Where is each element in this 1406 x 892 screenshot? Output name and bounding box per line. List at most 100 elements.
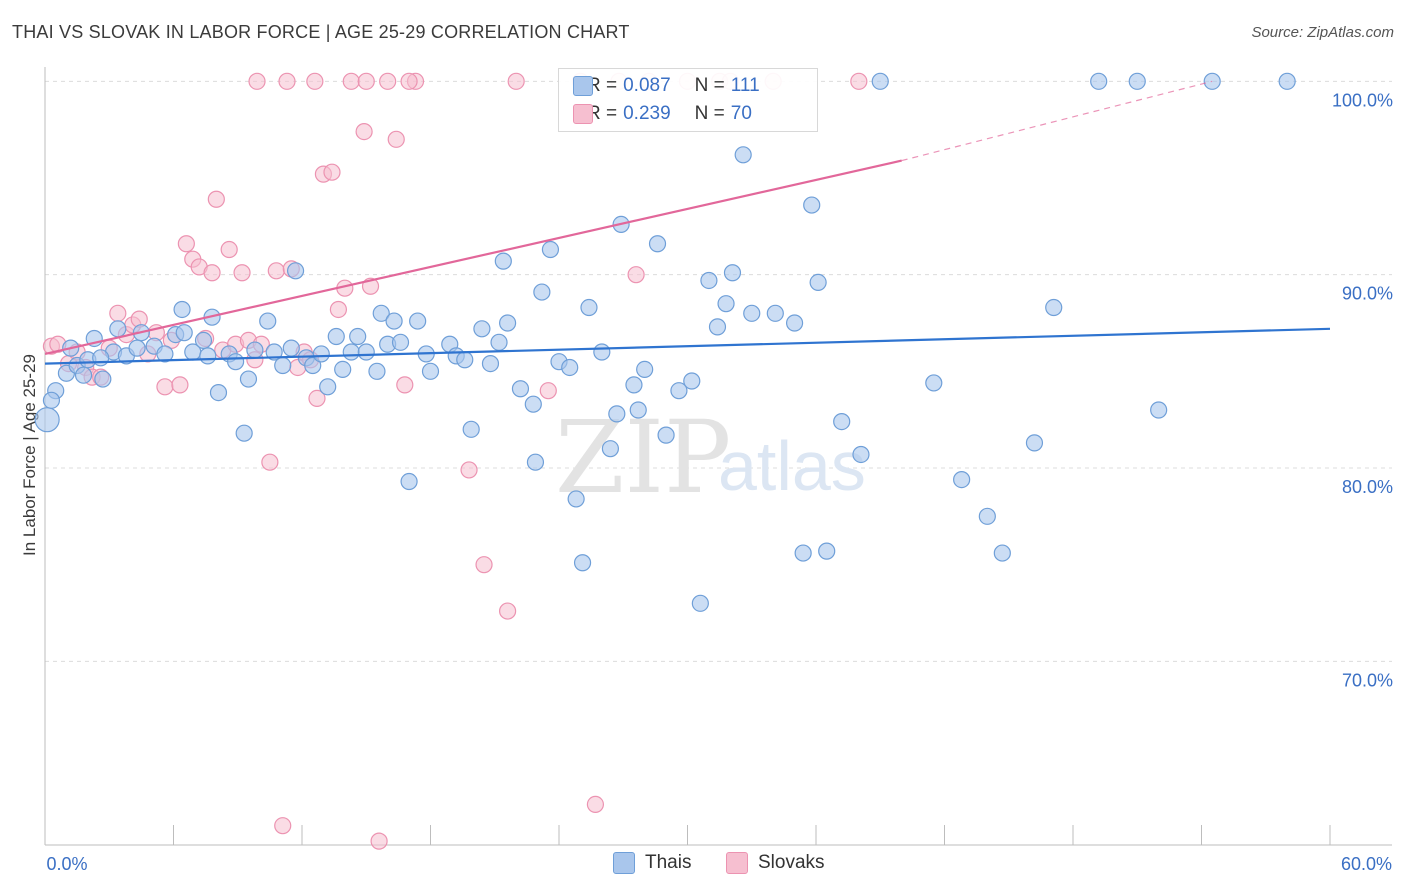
- thai-point: [274, 356, 292, 375]
- slovak-point: [370, 832, 388, 850]
- slovak-point: [171, 376, 189, 394]
- thai-point: [601, 440, 620, 458]
- slovak-point: [109, 304, 127, 322]
- slovaks-swatch: [573, 104, 593, 124]
- thai-point: [734, 146, 752, 164]
- thai-point: [993, 544, 1011, 562]
- slovaks-r-value: 0.239: [623, 103, 671, 124]
- thai-point: [199, 347, 217, 365]
- slovak-point: [475, 556, 493, 574]
- thai-point: [541, 240, 560, 259]
- y-tick-label: 70.0%: [1342, 670, 1393, 690]
- bottom-legend-slovaks: Slovaks: [726, 852, 825, 874]
- slovak-point: [261, 453, 279, 471]
- bottom-slovaks-label: Slovaks: [758, 852, 825, 873]
- thai-point: [1045, 298, 1063, 317]
- thai-point: [173, 300, 191, 319]
- thai-point: [533, 283, 551, 301]
- thai-point: [803, 196, 821, 214]
- thai-point: [400, 472, 418, 491]
- slovaks-trend-extension: [901, 80, 1213, 162]
- thai-point: [156, 345, 174, 363]
- thai-point: [1128, 72, 1146, 90]
- thai-point: [265, 343, 283, 361]
- thai-point: [304, 356, 322, 375]
- thai-point: [194, 331, 213, 349]
- bottom-legend-thais: Thais: [613, 852, 691, 874]
- legend-row-slovaks: R = 0.239 N = 70: [573, 101, 770, 127]
- thai-point: [717, 295, 735, 313]
- bottom-slovaks-swatch: [726, 852, 748, 874]
- slovak-point: [329, 300, 348, 319]
- slovak-point: [177, 235, 195, 253]
- bottom-thais-swatch: [613, 852, 635, 874]
- thai-point: [723, 264, 742, 282]
- thai-point: [357, 343, 375, 361]
- thai-point: [385, 312, 403, 330]
- thai-point: [312, 345, 330, 363]
- thai-point: [239, 370, 258, 388]
- thais-trend-line: [44, 327, 1331, 365]
- slovak-point: [203, 264, 221, 282]
- slovak-point: [267, 262, 285, 280]
- thai-point: [34, 407, 60, 433]
- chart-title: THAI VS SLOVAK IN LABOR FORCE | AGE 25-2…: [12, 22, 630, 42]
- slovak-point: [396, 376, 414, 394]
- x-tick-label: 60.0%: [1341, 854, 1392, 874]
- thai-point: [818, 542, 836, 560]
- slovak-point: [308, 389, 326, 407]
- thai-point: [580, 298, 598, 317]
- thai-point: [657, 426, 675, 444]
- thai-point: [409, 312, 427, 330]
- thai-point: [368, 362, 386, 380]
- thai-point: [953, 471, 971, 489]
- thai-point: [561, 358, 579, 377]
- thai-point: [511, 380, 530, 398]
- thai-point: [92, 349, 110, 367]
- y-tick-label: 80.0%: [1342, 477, 1393, 497]
- thai-point: [683, 372, 701, 390]
- series-thais: [34, 72, 1296, 612]
- trend-lines: [44, 80, 1331, 365]
- thai-point: [499, 314, 517, 332]
- thai-point: [794, 544, 812, 562]
- bottom-thais-label: Thais: [645, 852, 692, 873]
- thai-point: [809, 273, 827, 291]
- thai-point: [246, 341, 264, 359]
- legend: R = 0.087 N = 111 R = 0.239 N = 70: [558, 68, 818, 132]
- slovak-point: [627, 266, 645, 284]
- thai-point: [625, 376, 643, 394]
- thai-point: [481, 355, 500, 373]
- slovak-point: [357, 72, 375, 90]
- slovak-point: [220, 240, 238, 259]
- thai-point: [286, 262, 305, 280]
- y-tick-label: 100.0%: [1332, 90, 1393, 110]
- thai-point: [1090, 72, 1108, 90]
- x-tick-label: 0.0%: [46, 854, 87, 874]
- slovak-point: [278, 72, 296, 90]
- thai-point: [235, 424, 253, 442]
- thai-point: [708, 318, 727, 336]
- thai-point: [175, 324, 193, 342]
- slovak-point: [460, 461, 478, 479]
- thai-point: [925, 374, 943, 392]
- slovaks-n-value: 70: [730, 103, 752, 124]
- thai-point: [648, 235, 667, 253]
- thai-point: [670, 382, 688, 400]
- thais-r-value: 0.087: [623, 75, 671, 96]
- thai-point: [349, 327, 367, 346]
- thai-point: [109, 320, 127, 338]
- axis-layer: [44, 67, 1392, 846]
- slovaks-r-label: R =: [587, 103, 618, 124]
- thai-point: [494, 252, 512, 270]
- thai-point: [227, 353, 245, 371]
- thai-point: [833, 413, 851, 431]
- thai-point: [1025, 434, 1044, 452]
- slovak-point: [379, 72, 397, 90]
- thai-point: [567, 490, 585, 508]
- slovak-point: [355, 123, 373, 141]
- legend-row-thais: R = 0.087 N = 111: [573, 73, 778, 99]
- thai-point: [42, 391, 61, 409]
- bottom-legend: Thais Slovaks: [0, 852, 1406, 876]
